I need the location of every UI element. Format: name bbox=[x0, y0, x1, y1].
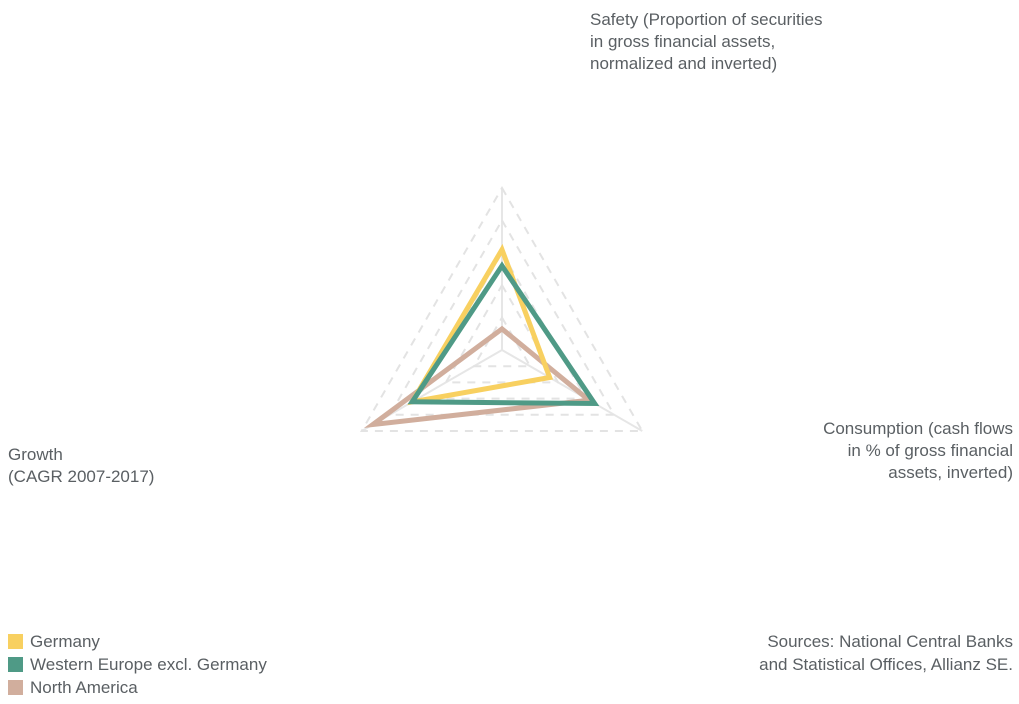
legend-swatch bbox=[8, 634, 23, 649]
series-line-germany bbox=[407, 243, 554, 406]
axis-label-growth: Growth (CAGR 2007-2017) bbox=[8, 444, 154, 488]
legend-label: North America bbox=[30, 678, 138, 697]
legend-label: Western Europe excl. Germany bbox=[30, 655, 267, 674]
legend-label: Germany bbox=[30, 632, 100, 651]
axis-label-line: (CAGR 2007-2017) bbox=[8, 467, 155, 486]
legend-item-western-europe: Western Europe excl. Germany bbox=[8, 653, 267, 676]
axis-label-consumption: Consumption (cash flows in % of gross fi… bbox=[823, 418, 1013, 484]
axis-label-line: Consumption (cash flows bbox=[823, 419, 1013, 438]
grid-ring bbox=[359, 186, 645, 432]
axis-label-line: assets, inverted) bbox=[888, 463, 1013, 482]
axis-label-line: normalized and inverted) bbox=[590, 54, 778, 73]
grid-ring bbox=[388, 218, 616, 416]
axis-spoke-consumption bbox=[501, 349, 643, 432]
legend-item-germany: Germany bbox=[8, 630, 267, 653]
sources-note: Sources: National Central Banks and Stat… bbox=[759, 630, 1013, 676]
grid-layer bbox=[359, 186, 645, 432]
legend-item-north-america: North America bbox=[8, 676, 267, 699]
sources-line: Sources: National Central Banks bbox=[767, 632, 1013, 651]
legend: Germany Western Europe excl. Germany Nor… bbox=[8, 630, 267, 699]
axis-label-line: in gross financial assets, bbox=[590, 32, 776, 51]
axis-label-line: in % of gross financial bbox=[847, 441, 1013, 460]
grid-ring bbox=[444, 283, 560, 384]
series-layer bbox=[363, 243, 600, 429]
axis-label-line: Growth bbox=[8, 445, 63, 464]
legend-swatch bbox=[8, 657, 23, 672]
axis-label-line: Safety (Proportion of securities bbox=[590, 10, 823, 29]
series-line-western-europe-excl-germany bbox=[407, 261, 600, 407]
axis-label-safety: Safety (Proportion of securities in gros… bbox=[590, 9, 822, 75]
legend-swatch bbox=[8, 680, 23, 695]
sources-line: and Statistical Offices, Allianz SE. bbox=[759, 655, 1013, 674]
